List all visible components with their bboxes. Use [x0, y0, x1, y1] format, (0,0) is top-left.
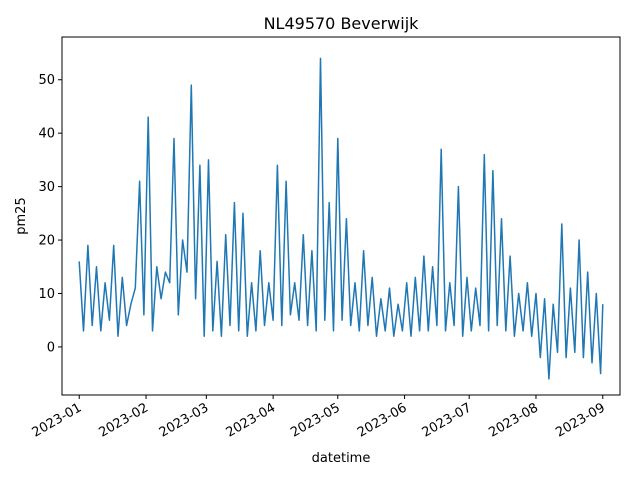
x-tick-label: 2023-09 — [553, 400, 608, 440]
x-tick-label: 2023-04 — [224, 400, 279, 440]
series-line-0 — [78, 57, 604, 380]
x-tick-label: 2023-01 — [30, 400, 85, 440]
x-tick-label: 2023-06 — [355, 400, 410, 440]
x-axis-label: datetime — [312, 451, 371, 466]
x-tick-label: 2023-02 — [96, 400, 151, 440]
y-tick-label: 0 — [47, 340, 55, 355]
x-tick-label: 2023-05 — [288, 400, 343, 440]
y-axis-label: pm25 — [14, 197, 29, 234]
plot-frame — [61, 36, 621, 396]
x-tick-label: 2023-08 — [486, 400, 541, 440]
y-tick-label: 50 — [38, 73, 55, 88]
y-tick-label: 30 — [38, 180, 55, 195]
y-axis: 0 10 20 30 40 50 — [38, 73, 62, 355]
y-tick-label: 40 — [38, 127, 55, 142]
x-tick-label: 2023-07 — [420, 400, 475, 440]
x-tick-label: 2023-03 — [157, 400, 212, 440]
y-tick-label: 20 — [38, 234, 55, 249]
x-axis: 2023-01 2023-02 2023-03 2023-04 2023-05 2023-… — [30, 395, 608, 441]
y-tick-label: 10 — [38, 287, 55, 302]
plot-area — [78, 57, 604, 380]
chart-title: NL49570 Beverwijk — [264, 14, 420, 33]
